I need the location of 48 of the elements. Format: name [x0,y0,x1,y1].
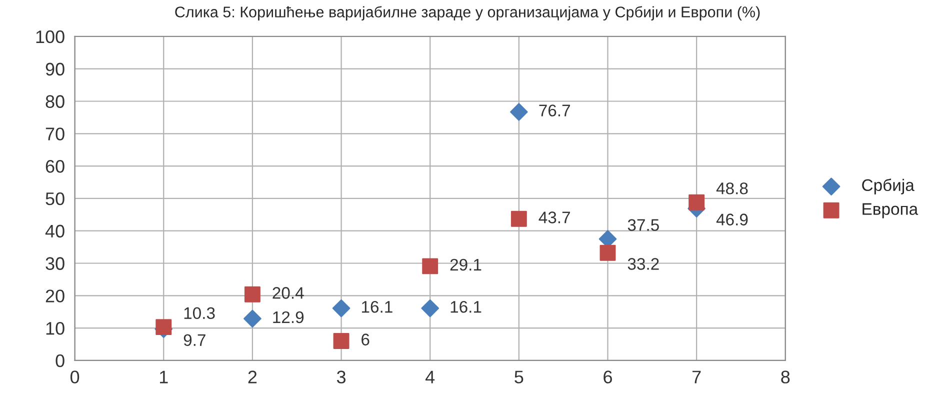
point [332,299,350,318]
data-label: 16.1 [362,300,392,313]
y-tick-label: 10 [46,322,64,335]
y-tick-label: 50 [46,192,64,206]
point [600,244,616,261]
data-label: 29.1 [450,258,482,271]
x-tick-label: 7 [692,370,701,384]
point [244,286,260,302]
y-tick-label: 90 [46,62,64,76]
y-tick-label: 30 [46,257,64,270]
x-tick-label: 3 [336,370,346,384]
y-tick-label: 80 [46,95,64,108]
legend-label: Србија [862,178,914,194]
chart-title: Слика 5: Коришћење варијабилне зараде у организацијама у Србији и Европи (%) [175,6,760,20]
x-tick-label: 1 [160,370,168,384]
y-tick-label: 70 [46,128,64,140]
data-label: 20.4 [272,287,304,299]
data-label: 12.9 [273,311,304,324]
data-label: 10.3 [184,307,215,320]
data-label: 37.5 [628,219,659,231]
x-tick-label: 6 [604,370,612,384]
data-label: 6 [362,334,370,346]
data-label: 9.7 [184,334,206,346]
data-label: 48.8 [716,182,748,194]
point [510,210,527,227]
point [156,319,172,336]
point [422,258,438,274]
y-tick-label: 20 [46,290,64,302]
x-tick-label: 2 [248,370,257,384]
y-tick-label: 40 [45,224,64,238]
x-tick-label: 5 [514,370,524,384]
x-tick-label: 4 [425,370,435,384]
point [510,103,528,121]
y-tick-label: 100 [36,30,64,44]
data-label: 33.2 [628,258,659,270]
point [333,333,350,349]
legend-label: Европа [862,203,918,218]
y-tick-label: 60 [46,160,64,173]
data-label: 43.7 [538,212,570,224]
data-label: 46.9 [716,214,748,226]
point [244,310,262,328]
point [688,194,705,210]
point [421,299,440,318]
data-label: 76.7 [539,104,570,116]
x-tick-label: 8 [781,370,790,384]
y-tick-label: 0 [56,354,64,368]
x-tick-label: 0 [70,370,80,384]
data-label: 16.1 [450,300,482,313]
